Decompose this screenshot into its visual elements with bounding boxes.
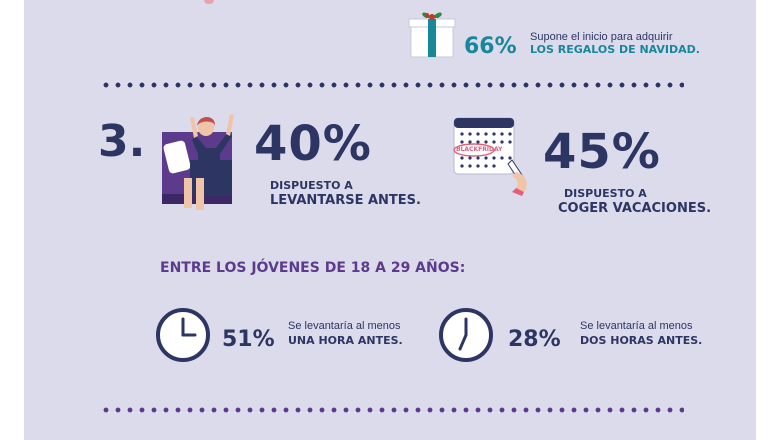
calendar-label: BLACKFRIDAY xyxy=(456,146,503,153)
gift-icon xyxy=(408,8,456,58)
separator-top xyxy=(100,82,684,88)
top-edge-mark xyxy=(204,0,214,4)
separator-bottom xyxy=(100,407,684,413)
vacation-percent: 45% xyxy=(543,124,661,180)
vacation-line2: COGER VACACIONES. xyxy=(558,201,712,216)
one-hour-line1: Se levantaría al menos xyxy=(288,320,401,332)
one-hour-percent: 51% xyxy=(222,327,275,352)
gifts-percent: 66% xyxy=(464,34,517,59)
infographic-panel xyxy=(24,0,756,440)
wake-line1: DISPUESTO A xyxy=(270,179,353,192)
person-in-bed-icon xyxy=(160,108,240,212)
calendar-icon xyxy=(450,112,532,196)
two-hours-line1: Se levantaría al menos xyxy=(580,320,693,332)
wake-line2: LEVANTARSE ANTES. xyxy=(270,193,421,208)
wake-percent: 40% xyxy=(254,116,372,172)
section-number: 3. xyxy=(98,116,146,167)
one-hour-line2: UNA HORA ANTES. xyxy=(288,334,403,347)
gifts-line2: LOS REGALOS DE NAVIDAD. xyxy=(530,43,700,56)
two-hours-line2: DOS HORAS ANTES. xyxy=(580,334,703,347)
youth-heading: ENTRE LOS JÓVENES DE 18 A 29 AÑOS: xyxy=(160,260,466,276)
vacation-line1: DISPUESTO A xyxy=(564,187,647,200)
clock-icon xyxy=(155,307,211,363)
gifts-line1: Supone el inicio para adquirir xyxy=(530,31,673,43)
clock-icon xyxy=(438,307,494,363)
two-hours-percent: 28% xyxy=(508,327,561,352)
